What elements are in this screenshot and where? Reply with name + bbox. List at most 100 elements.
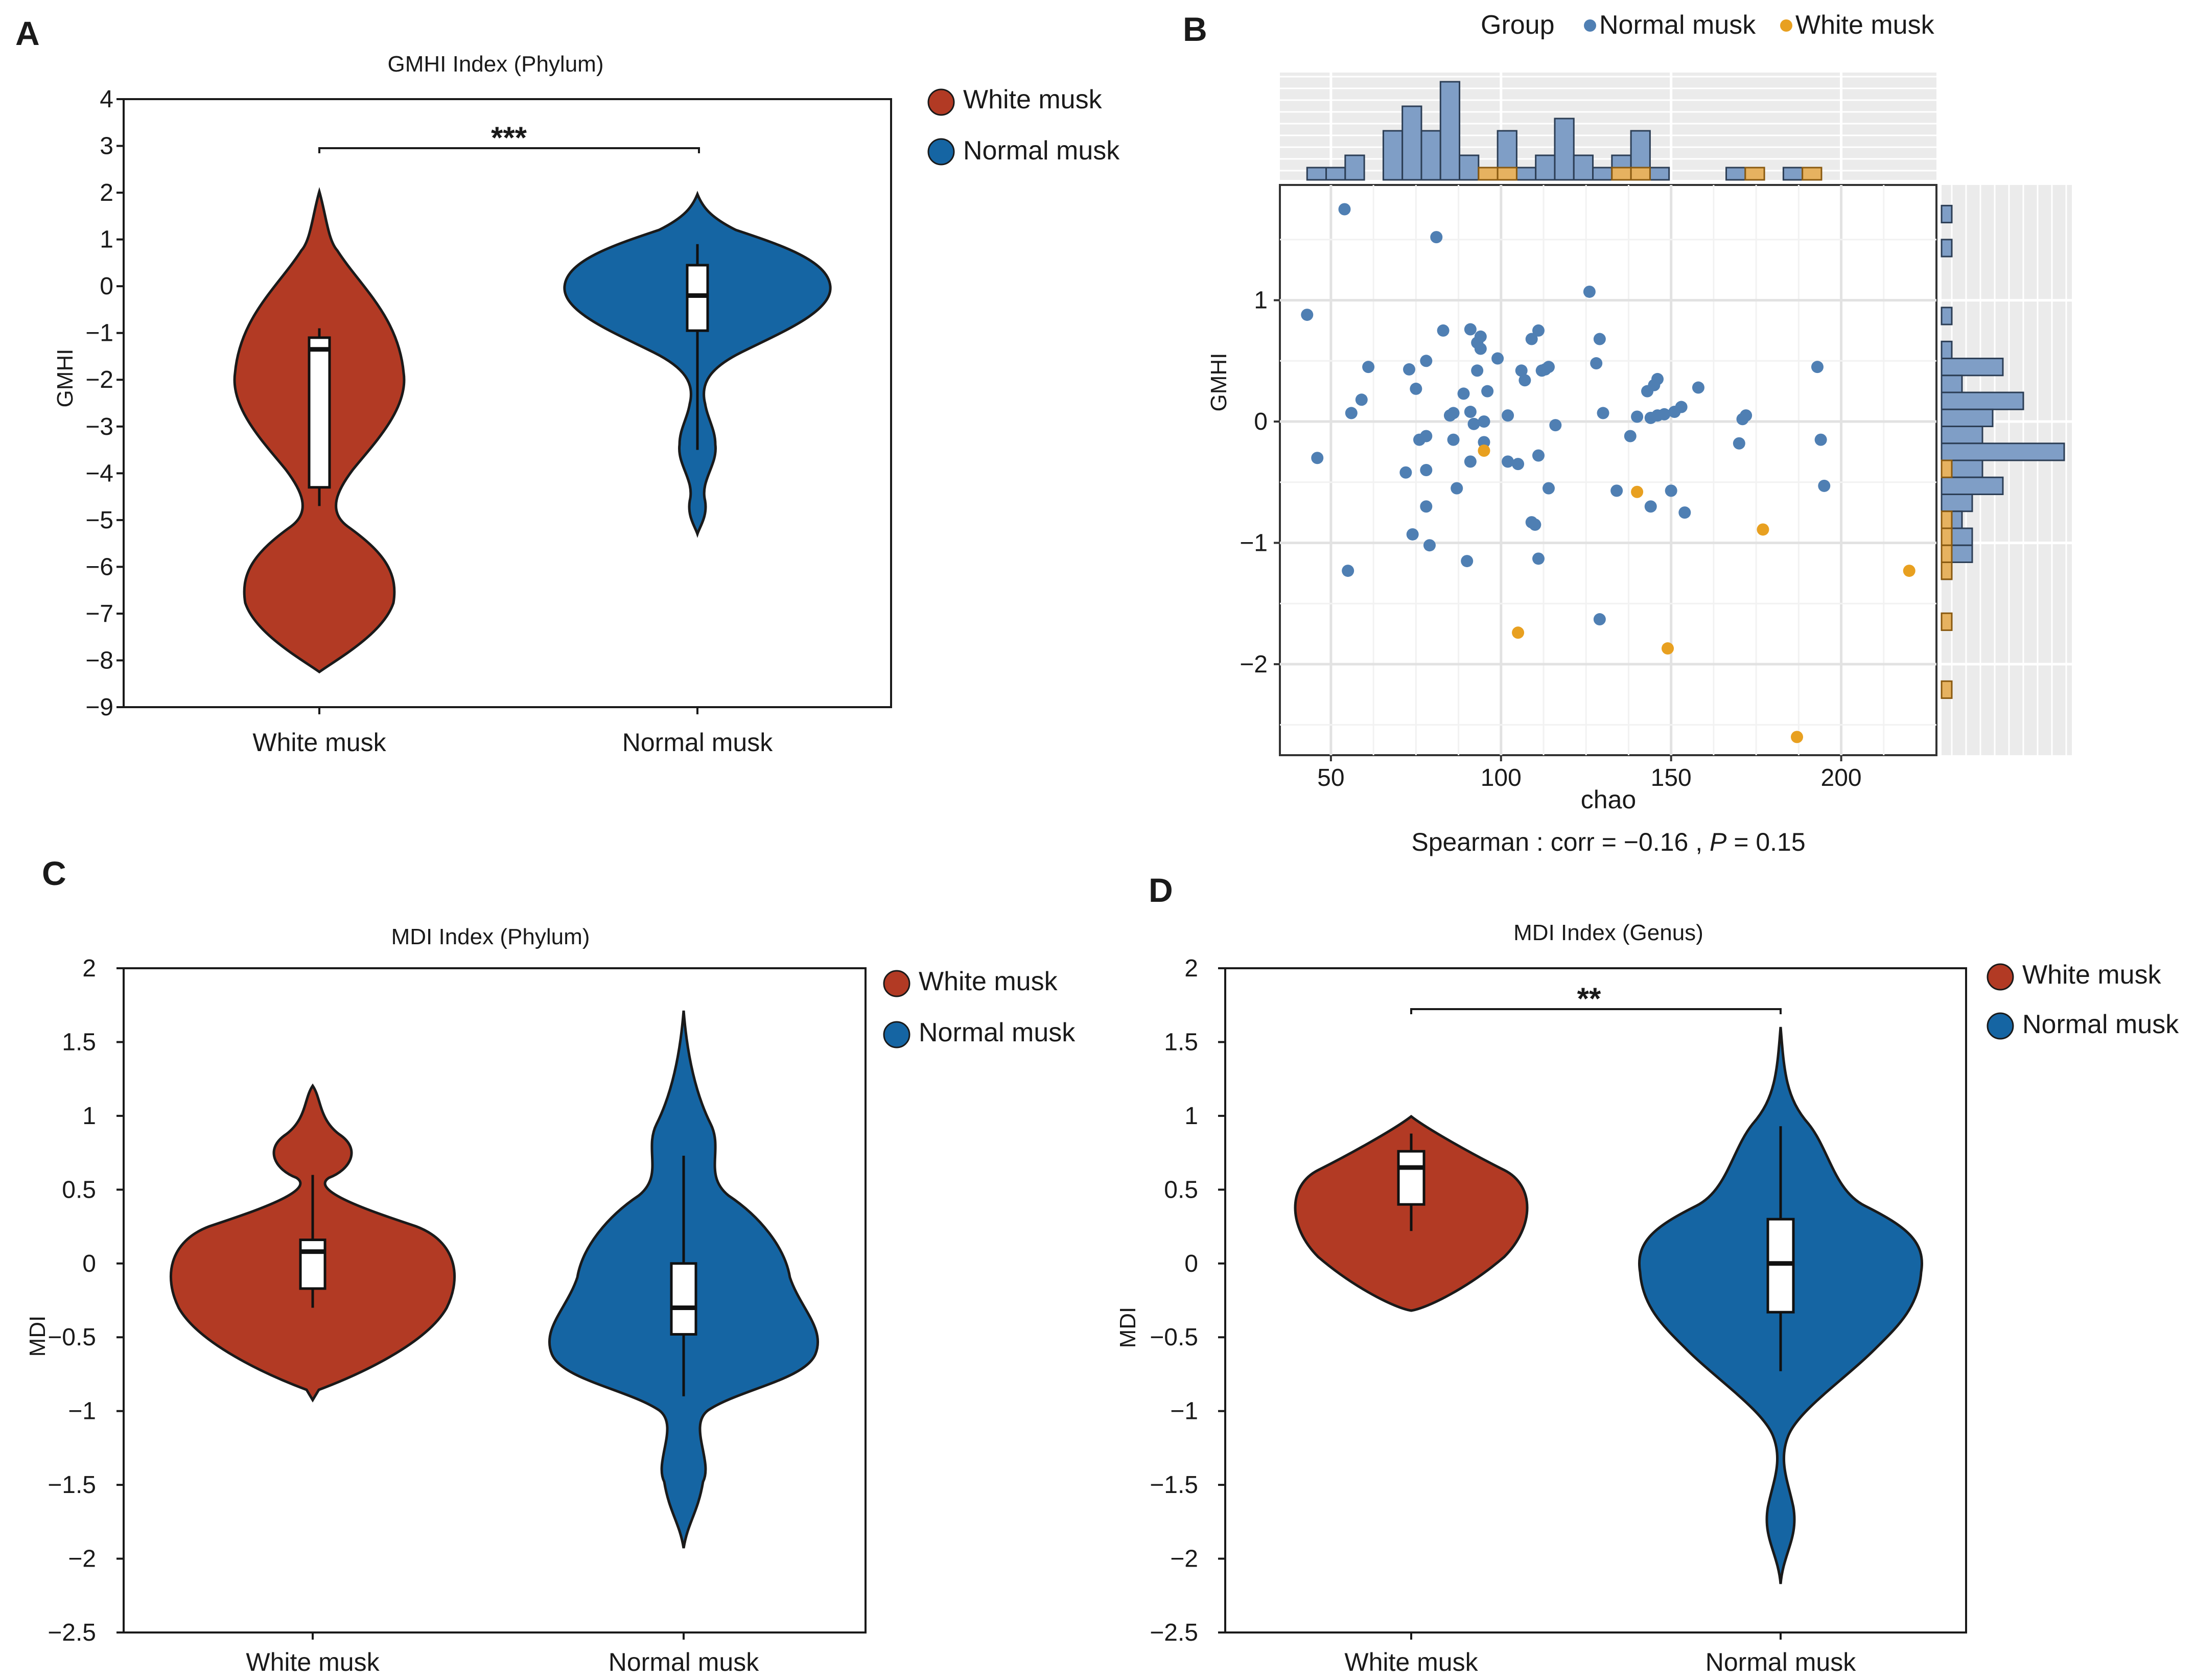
scatter-point-normal-musk [1362, 361, 1375, 374]
scatter-plot-frame [1279, 184, 1937, 756]
y-tick-label: 1 [100, 226, 113, 253]
scatter-point-normal-musk [1658, 408, 1671, 421]
panel-c-plot-frame [123, 967, 867, 1634]
top-hist-bar-normal [1401, 105, 1422, 181]
y-tick-label: 0.5 [1164, 1176, 1198, 1203]
scatter-point-normal-musk [1338, 203, 1351, 216]
panel-a-y-axis-label: GMHI [53, 349, 78, 408]
y-tick-label: 1 [1254, 287, 1268, 314]
x-tick-label: 100 [1481, 764, 1522, 791]
x-tick-label: 150 [1651, 764, 1692, 791]
scatter-point-normal-musk [1464, 323, 1477, 336]
scatter-point-normal-musk [1461, 555, 1474, 568]
right-hist-bar-normal [1941, 442, 2065, 461]
panel-a-x-categories: White musk Normal musk [252, 707, 773, 757]
y-tick-label: 0.5 [62, 1176, 96, 1203]
y-tick-label: −9 [85, 694, 113, 721]
scatter-point-normal-musk [1515, 364, 1528, 377]
scatter-point-normal-musk [1740, 409, 1753, 422]
legend-label-white-musk: White musk [919, 967, 1058, 996]
right-hist-bar-normal [1941, 239, 1953, 258]
scatter-point-normal-musk [1692, 381, 1704, 394]
y-tick-label: 1 [1184, 1103, 1198, 1130]
y-tick-label: 4 [100, 86, 113, 113]
scatter-point-normal-musk [1518, 374, 1531, 387]
panel-c-legend: White musk Normal musk [883, 967, 1076, 1048]
panel-d-violins [1294, 1026, 1923, 1584]
scatter-point-normal-musk [1467, 417, 1480, 430]
panel-a-title: GMHI Index (Phylum) [388, 52, 604, 77]
legend-label-white-musk: White musk [963, 85, 1103, 114]
significance-bracket [1410, 1008, 1782, 1014]
scatter-point-normal-musk [1631, 410, 1644, 423]
y-tick-label: 0 [1184, 1250, 1198, 1277]
panel-d-title: MDI Index (Genus) [1513, 920, 1703, 945]
y-tick-label: 2 [1184, 955, 1198, 982]
top-hist-bar-normal [1725, 167, 1746, 181]
panel-c-title: MDI Index (Phylum) [391, 924, 590, 949]
scatter-point-normal-musk [1342, 565, 1354, 577]
panel-a-significance: *** [318, 121, 700, 155]
top-hist-bar-normal [1782, 167, 1804, 181]
top-hist-bar-normal [1325, 167, 1346, 181]
y-tick-label: −1 [68, 1398, 96, 1425]
y-tick-label: −2 [85, 366, 113, 393]
scatter-point-normal-musk [1814, 433, 1827, 446]
panel-a-plot-frame [123, 98, 892, 708]
y-tick-label: −2 [1170, 1546, 1198, 1573]
right-hist-bar-normal [1941, 358, 2004, 377]
scatter-point-normal-musk [1420, 355, 1433, 367]
box-iqr [670, 1262, 697, 1336]
scatter-point-normal-musk [1301, 309, 1314, 321]
scatter-point-normal-musk [1593, 613, 1606, 626]
spearman-annotation: Spearman : corr = −0.16 , P = 0.15 [1411, 828, 1805, 856]
x-category-label: Normal musk [622, 728, 773, 757]
panel-letter-d: D [1149, 871, 1173, 909]
scatter-point-normal-musk [1549, 419, 1562, 432]
scatter-point-normal-musk [1430, 231, 1443, 244]
y-tick-label: −1.5 [1150, 1472, 1198, 1499]
scatter-point-normal-musk [1593, 333, 1606, 345]
panel-d-plot-frame [1224, 967, 1967, 1634]
right-hist-bar-normal [1941, 426, 1983, 445]
top-hist-bar-normal [1439, 81, 1461, 181]
scatter-point-normal-musk [1644, 500, 1657, 513]
right-hist-bar-normal [1941, 204, 1953, 224]
y-tick-label: −2 [1240, 651, 1268, 678]
scatter-point-normal-musk [1678, 506, 1691, 519]
scatter-point-white-musk [1631, 485, 1644, 498]
top-hist-bar-normal [1420, 130, 1441, 181]
panel-letter-c: C [42, 854, 66, 892]
scatter-point-normal-musk [1403, 363, 1416, 376]
legend-swatch-white-musk [883, 970, 910, 997]
scatter-point-normal-musk [1675, 401, 1688, 413]
x-category-label: White musk [246, 1648, 380, 1676]
scatter-point-normal-musk [1355, 393, 1368, 406]
top-hist-bar-normal [1592, 167, 1613, 181]
panel-a-boxes [308, 244, 709, 506]
panel-c-y-axis-label: MDI [25, 1316, 50, 1357]
panel-d-y-ticks: 2 1.5 1 0.5 0 −0.5 −1 −1.5 −2 −2.5 [1150, 955, 1225, 1646]
scatter-point-normal-musk [1420, 500, 1433, 513]
top-hist-bar-normal [1573, 154, 1594, 181]
scatter-point-normal-musk [1542, 361, 1555, 374]
scatter-point-normal-musk [1529, 518, 1541, 531]
panel-a-legend: White musk Normal musk [927, 85, 1120, 166]
right-hist-bar-white [1941, 561, 1953, 580]
top-hist-bar-normal [1459, 154, 1480, 181]
right-hist-bar-normal [1941, 307, 1953, 325]
scatter-point-white-musk [1903, 565, 1915, 577]
panel-d: D MDI Index (Genus) MDI 2 1.5 1 0.5 0 −0.5 −1 −… [1115, 871, 2179, 1676]
scatter-point-normal-musk [1464, 455, 1477, 468]
y-tick-label: 2 [100, 179, 113, 206]
scatter-point-normal-musk [1481, 385, 1494, 398]
panel-b-scatter-area: 50 100 150 200 1 0 −1 −2 [1240, 184, 1937, 791]
panel-b-x-axis-label: chao [1581, 785, 1636, 814]
top-hist-bar-normal [1382, 130, 1404, 181]
y-tick-label: −1.5 [48, 1472, 96, 1499]
panel-c: C MDI Index (Phylum) MDI 2 1.5 1 0.5 0 −0.5 −1… [25, 854, 1076, 1676]
legend-dot-white-musk [1780, 19, 1792, 32]
panel-a-y-ticks: 4 3 2 1 0 −1 −2 −3 −4 −5 −6 −7 −8 −9 [85, 86, 124, 721]
scatter-point-white-musk [1662, 642, 1674, 655]
y-tick-label: 0 [1254, 408, 1268, 435]
